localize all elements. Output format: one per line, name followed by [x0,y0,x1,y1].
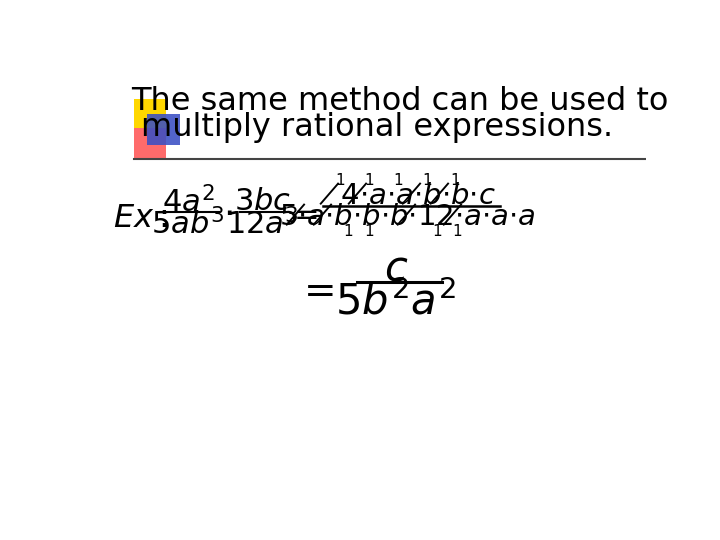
Text: 1: 1 [364,225,374,239]
Text: $=$: $=$ [289,199,319,228]
Text: multiply rational expressions.: multiply rational expressions. [140,112,613,144]
Text: 1: 1 [364,173,374,188]
FancyBboxPatch shape [148,114,179,145]
Text: 1: 1 [393,173,403,188]
Text: 1: 1 [451,173,460,188]
Text: 1: 1 [335,173,345,188]
Text: $\cdot$: $\cdot$ [223,197,233,231]
Text: $\mathit{5ab^3}$: $\mathit{5ab^3}$ [151,208,225,240]
Text: 1: 1 [432,225,441,239]
Text: $\mathit{c}$: $\mathit{c}$ [384,248,408,290]
FancyBboxPatch shape [134,99,166,130]
Text: $\mathit{3bc}$: $\mathit{3bc}$ [234,187,292,217]
Text: 1: 1 [453,225,462,239]
Text: $=$: $=$ [296,271,334,309]
Text: The same method can be used to: The same method can be used to [131,86,668,117]
Text: 1: 1 [422,173,431,188]
Text: $\mathit{12a^3}$: $\mathit{12a^3}$ [226,208,299,240]
Text: $5{\cdot}\not{a}{\cdot}\not{b}{\cdot}b{\cdot}b{\cdot}\not{12}{\cdot}\not{a}{\cdo: $5{\cdot}\not{a}{\cdot}\not{b}{\cdot}b{\… [279,203,536,231]
Text: $\mathit{5b^2a^2}$: $\mathit{5b^2a^2}$ [336,281,456,323]
Text: $\mathit{4a^2}$: $\mathit{4a^2}$ [161,186,215,218]
Text: 1: 1 [343,225,353,239]
Text: $\mathit{Ex:}$: $\mathit{Ex:}$ [113,203,168,234]
FancyBboxPatch shape [134,128,166,159]
Text: $\not{4}{\cdot}\not{a}{\cdot}a{\cdot}\not{b}{\cdot}\not{b}{\cdot}c$: $\not{4}{\cdot}\not{a}{\cdot}a{\cdot}\no… [319,181,496,210]
